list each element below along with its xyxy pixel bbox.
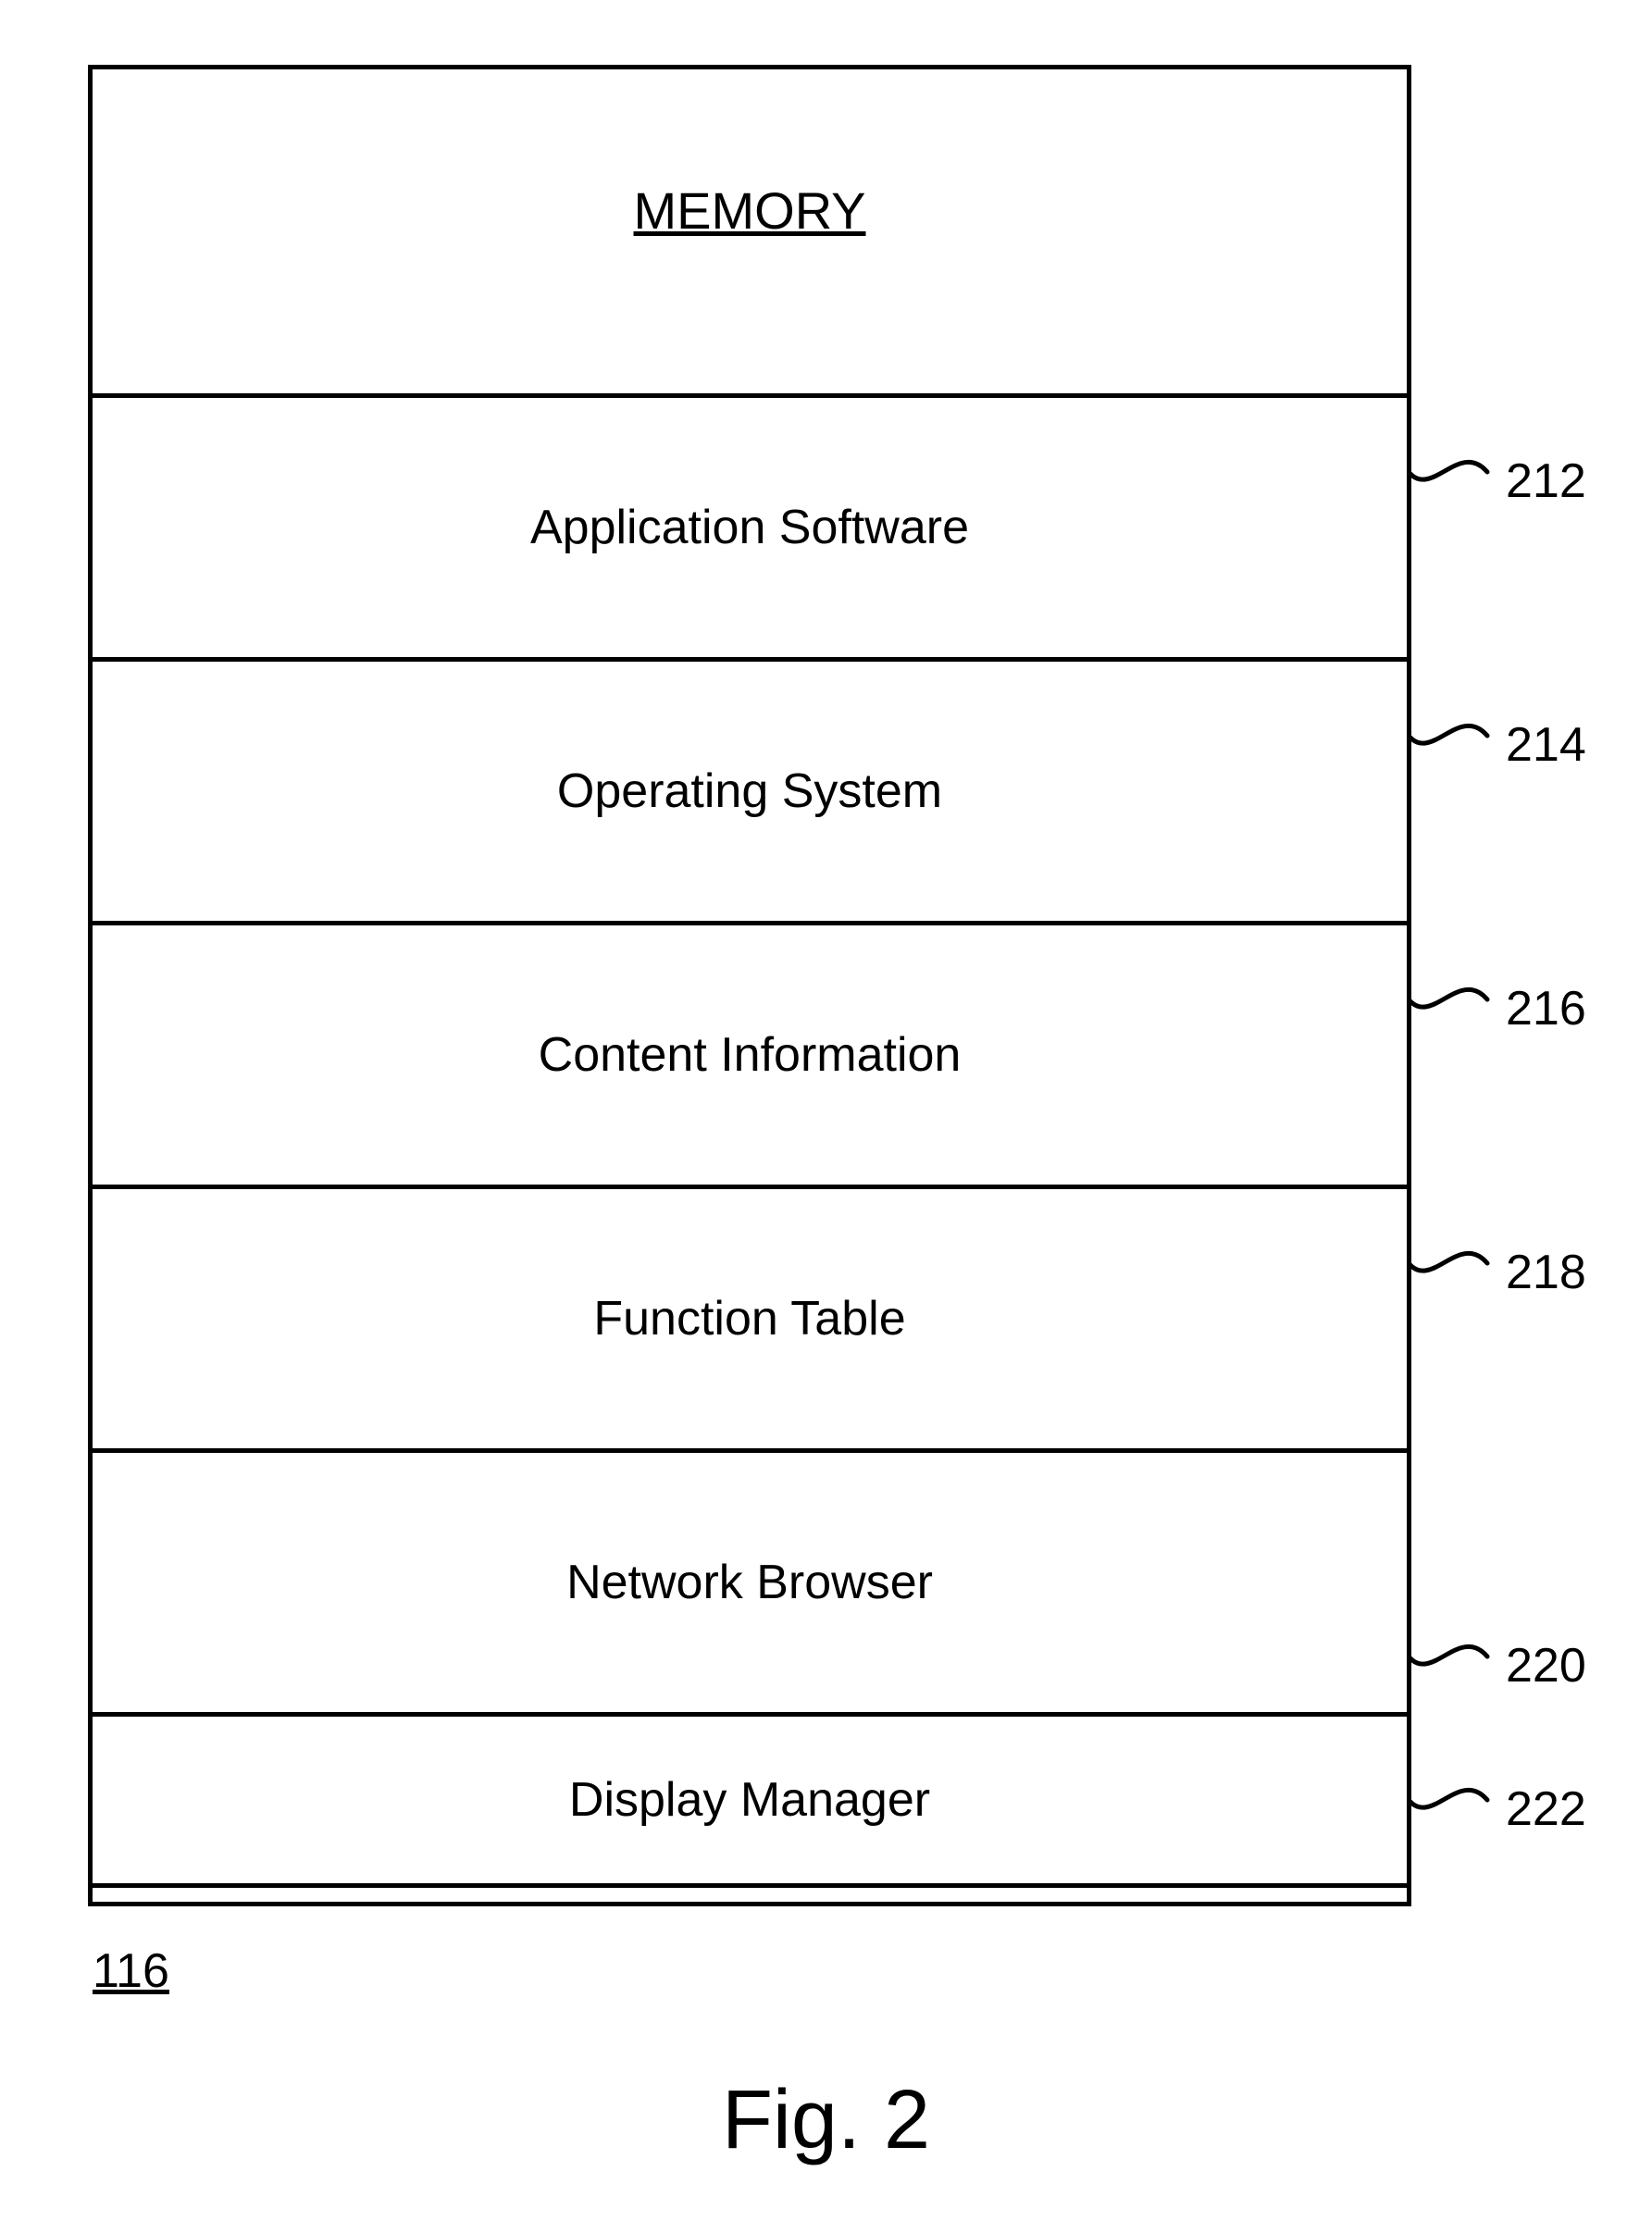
memory-row: Display Manager — [88, 1712, 1411, 1888]
memory-row-label: Network Browser — [566, 1555, 933, 1610]
memory-row: Application Software — [88, 393, 1411, 662]
memory-row-label: Display Manager — [569, 1772, 930, 1828]
memory-row: Content Information — [88, 921, 1411, 1189]
diagram-canvas: MEMORY Application Software 212 Operating … — [0, 0, 1652, 2221]
leader-line — [1409, 713, 1510, 773]
memory-row-label: Operating System — [557, 763, 942, 819]
leader-line — [1409, 449, 1510, 509]
reference-number: 216 — [1506, 981, 1586, 1036]
leader-line — [1409, 1240, 1510, 1300]
leader-line — [1409, 1633, 1510, 1694]
diagram-ref-number: 116 — [93, 1943, 169, 1999]
reference-number: 212 — [1506, 453, 1586, 509]
reference-number: 214 — [1506, 717, 1586, 773]
figure-caption: Fig. 2 — [0, 2073, 1652, 2168]
memory-title-label: MEMORY — [634, 180, 866, 241]
memory-row-label: Content Information — [539, 1027, 962, 1083]
memory-row: Operating System — [88, 657, 1411, 925]
memory-row: Network Browser — [88, 1448, 1411, 1717]
memory-title-cell: MEMORY — [88, 65, 1411, 398]
reference-number: 218 — [1506, 1245, 1586, 1300]
memory-row-label: Function Table — [593, 1291, 905, 1346]
leader-line — [1409, 1777, 1510, 1837]
memory-row-label: Application Software — [530, 500, 969, 555]
leader-line — [1409, 976, 1510, 1036]
memory-row: Function Table — [88, 1185, 1411, 1453]
reference-number: 222 — [1506, 1781, 1586, 1837]
reference-number: 220 — [1506, 1638, 1586, 1694]
